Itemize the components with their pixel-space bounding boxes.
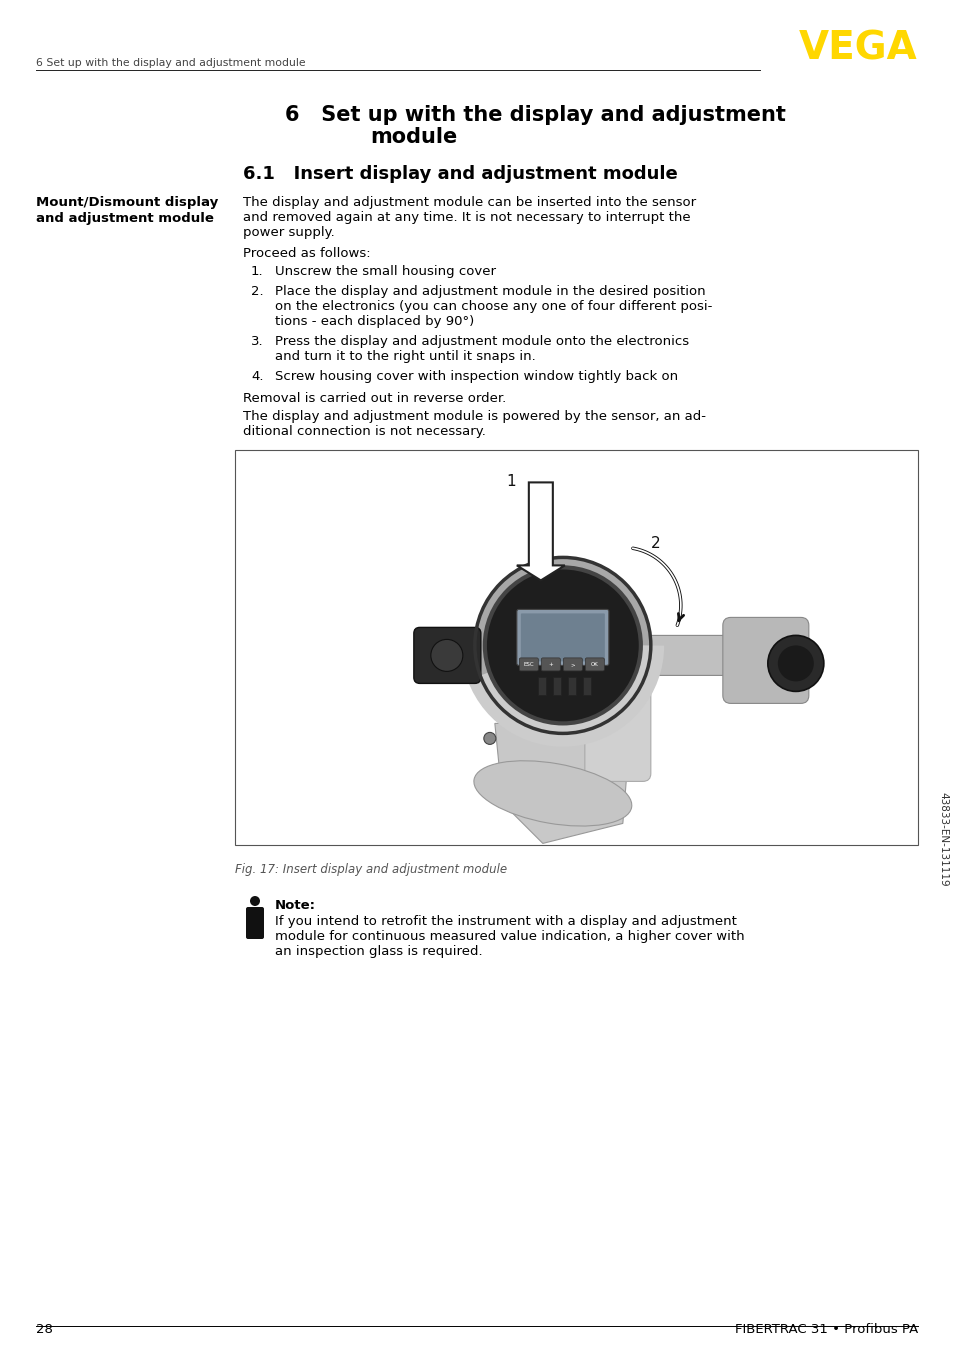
Text: 6.1   Insert display and adjustment module: 6.1 Insert display and adjustment module xyxy=(243,165,677,183)
Text: module: module xyxy=(370,127,456,148)
Text: 2.: 2. xyxy=(251,284,263,298)
Text: 2: 2 xyxy=(650,536,659,551)
Circle shape xyxy=(483,733,496,745)
Text: 1.: 1. xyxy=(251,265,263,278)
Text: Proceed as follows:: Proceed as follows: xyxy=(243,246,370,260)
FancyBboxPatch shape xyxy=(414,627,480,684)
Text: and turn it to the right until it snaps in.: and turn it to the right until it snaps … xyxy=(274,349,536,363)
Text: >: > xyxy=(570,662,575,668)
Bar xyxy=(234,450,917,845)
Text: The display and adjustment module can be inserted into the sensor: The display and adjustment module can be… xyxy=(243,196,696,209)
FancyBboxPatch shape xyxy=(520,613,604,661)
Text: 4.: 4. xyxy=(251,370,263,383)
Circle shape xyxy=(250,896,260,906)
Text: 1: 1 xyxy=(505,474,516,489)
Text: VEGA: VEGA xyxy=(799,30,917,68)
FancyBboxPatch shape xyxy=(540,658,559,670)
Text: Press the display and adjustment module onto the electronics: Press the display and adjustment module … xyxy=(274,334,688,348)
FancyBboxPatch shape xyxy=(518,658,537,670)
Bar xyxy=(582,677,590,696)
FancyBboxPatch shape xyxy=(640,635,770,676)
FancyBboxPatch shape xyxy=(584,665,650,781)
Circle shape xyxy=(484,567,640,723)
FancyBboxPatch shape xyxy=(517,609,608,665)
Text: Fig. 17: Insert display and adjustment module: Fig. 17: Insert display and adjustment m… xyxy=(234,862,507,876)
Bar xyxy=(552,677,560,696)
Text: +: + xyxy=(548,662,553,668)
Ellipse shape xyxy=(474,761,631,826)
Circle shape xyxy=(777,646,813,681)
Text: 6   Set up with the display and adjustment: 6 Set up with the display and adjustment xyxy=(285,106,785,125)
FancyBboxPatch shape xyxy=(246,907,264,940)
Text: The display and adjustment module is powered by the sensor, an ad-: The display and adjustment module is pow… xyxy=(243,410,705,422)
Polygon shape xyxy=(517,482,564,581)
Text: module for continuous measured value indication, a higher cover with: module for continuous measured value ind… xyxy=(274,930,744,942)
Text: If you intend to retrofit the instrument with a display and adjustment: If you intend to retrofit the instrument… xyxy=(274,915,736,927)
Text: ESC: ESC xyxy=(523,662,534,668)
Text: Screw housing cover with inspection window tightly back on: Screw housing cover with inspection wind… xyxy=(274,370,678,383)
Bar xyxy=(567,677,576,696)
Text: Note:: Note: xyxy=(274,899,315,913)
Text: Unscrew the small housing cover: Unscrew the small housing cover xyxy=(274,265,496,278)
Text: FIBERTRAC 31 • Profibus PA: FIBERTRAC 31 • Profibus PA xyxy=(734,1323,917,1336)
Text: an inspection glass is required.: an inspection glass is required. xyxy=(274,945,482,959)
Text: and removed again at any time. It is not necessary to interrupt the: and removed again at any time. It is not… xyxy=(243,211,690,223)
Text: tions - each displaced by 90°): tions - each displaced by 90°) xyxy=(274,315,474,328)
Text: 3.: 3. xyxy=(251,334,263,348)
FancyBboxPatch shape xyxy=(585,658,603,670)
Text: 28: 28 xyxy=(36,1323,52,1336)
Circle shape xyxy=(767,635,823,692)
Text: 6 Set up with the display and adjustment module: 6 Set up with the display and adjustment… xyxy=(36,58,305,68)
Text: Mount/Dismount display: Mount/Dismount display xyxy=(36,196,218,209)
Circle shape xyxy=(475,558,650,734)
Text: power supply.: power supply. xyxy=(243,226,335,240)
Text: on the electronics (you can choose any one of four different posi-: on the electronics (you can choose any o… xyxy=(274,301,712,313)
FancyBboxPatch shape xyxy=(722,617,808,703)
Text: Removal is carried out in reverse order.: Removal is carried out in reverse order. xyxy=(243,393,506,405)
Text: 43833-EN-131119: 43833-EN-131119 xyxy=(937,792,947,887)
Text: OK: OK xyxy=(590,662,598,668)
Text: ditional connection is not necessary.: ditional connection is not necessary. xyxy=(243,425,485,437)
Circle shape xyxy=(431,639,462,672)
Bar xyxy=(537,677,545,696)
Text: Place the display and adjustment module in the desired position: Place the display and adjustment module … xyxy=(274,284,705,298)
FancyBboxPatch shape xyxy=(563,658,581,670)
Polygon shape xyxy=(495,723,630,844)
Text: and adjustment module: and adjustment module xyxy=(36,213,213,225)
